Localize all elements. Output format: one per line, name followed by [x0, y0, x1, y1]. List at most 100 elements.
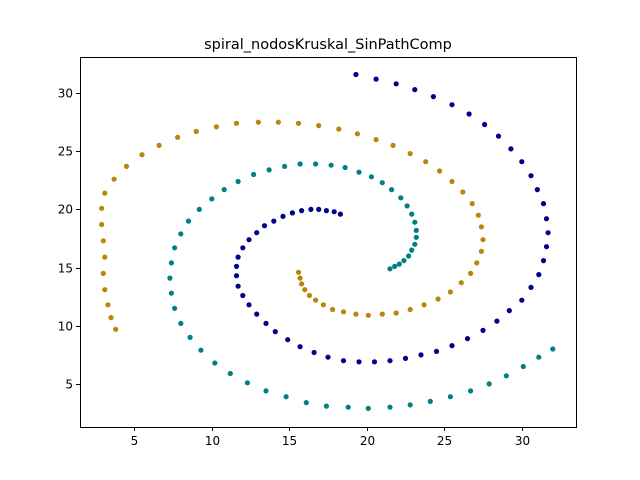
- data-point: [168, 260, 174, 266]
- data-point: [172, 305, 178, 311]
- data-point: [449, 102, 455, 108]
- data-point: [449, 343, 455, 349]
- y-tick-label: 25: [58, 145, 73, 159]
- data-point: [320, 302, 326, 308]
- data-point: [316, 206, 322, 212]
- data-point: [251, 171, 257, 178]
- data-point: [280, 213, 286, 219]
- data-point: [495, 133, 502, 139]
- data-point: [213, 124, 219, 130]
- data-point: [550, 346, 556, 352]
- data-point: [303, 400, 309, 406]
- data-point: [308, 206, 314, 212]
- data-point: [340, 358, 347, 364]
- data-point: [503, 373, 509, 379]
- data-point: [354, 131, 360, 137]
- data-point: [99, 221, 105, 228]
- data-point: [413, 227, 419, 233]
- data-point: [401, 258, 407, 264]
- data-point: [412, 241, 418, 247]
- data-point: [407, 306, 413, 313]
- data-point: [100, 270, 106, 276]
- data-point: [337, 211, 343, 217]
- data-point: [406, 253, 412, 259]
- data-point: [365, 405, 371, 411]
- data-point: [353, 311, 359, 317]
- data-point: [187, 334, 193, 340]
- data-point: [480, 327, 486, 333]
- data-point: [540, 201, 547, 207]
- data-point: [313, 297, 319, 303]
- data-point: [111, 176, 117, 182]
- data-point: [108, 315, 114, 321]
- data-point: [113, 326, 119, 332]
- data-point: [297, 344, 303, 350]
- data-point: [295, 269, 302, 275]
- data-point: [297, 275, 303, 281]
- data-point: [447, 394, 453, 400]
- y-tick-label: 5: [65, 378, 73, 392]
- data-point: [330, 306, 336, 313]
- data-point: [460, 189, 466, 195]
- data-point: [402, 355, 409, 361]
- data-point: [323, 208, 329, 214]
- data-point: [508, 146, 514, 152]
- data-point: [275, 119, 281, 125]
- x-tick-label: 20: [360, 434, 375, 448]
- data-point: [404, 203, 410, 209]
- data-point: [396, 261, 402, 267]
- data-point: [331, 209, 337, 215]
- data-point: [185, 218, 192, 224]
- data-point: [325, 354, 331, 360]
- x-tick-label: 25: [437, 434, 452, 448]
- data-point: [99, 205, 105, 211]
- series-1: [167, 161, 556, 411]
- data-point: [543, 244, 550, 250]
- data-point: [398, 195, 404, 201]
- data-point: [393, 310, 399, 316]
- data-point: [387, 404, 393, 410]
- data-point: [368, 174, 374, 180]
- data-point: [295, 120, 302, 126]
- data-point: [409, 211, 415, 217]
- data-point: [540, 258, 547, 264]
- data-point: [475, 212, 481, 218]
- series-2: [99, 119, 486, 332]
- data-point: [528, 173, 534, 179]
- data-point: [299, 281, 305, 287]
- data-point: [435, 296, 441, 302]
- data-point: [494, 318, 500, 324]
- data-point: [105, 302, 111, 308]
- data-point: [482, 121, 488, 128]
- data-point: [306, 292, 312, 299]
- data-point: [480, 237, 486, 243]
- data-point: [468, 388, 474, 394]
- data-point: [244, 380, 250, 386]
- data-point: [198, 347, 204, 353]
- data-point: [172, 245, 178, 251]
- x-tick-label: 5: [131, 434, 139, 448]
- data-point: [543, 216, 550, 222]
- data-point: [478, 224, 484, 230]
- data-point: [412, 87, 418, 93]
- x-tick-label: 10: [205, 434, 220, 448]
- y-tick-label: 30: [58, 87, 73, 101]
- data-point: [519, 159, 525, 165]
- data-point: [299, 208, 305, 214]
- data-point: [412, 219, 418, 225]
- data-point: [478, 248, 484, 254]
- data-point: [437, 168, 443, 174]
- data-point: [235, 254, 241, 260]
- data-point: [365, 312, 371, 318]
- data-point: [536, 272, 542, 278]
- data-point: [233, 120, 240, 126]
- data-point: [302, 287, 308, 293]
- data-point: [235, 178, 241, 185]
- data-point: [534, 187, 540, 193]
- chart-title: spiral_nodosKruskal_SinPathComp: [204, 37, 452, 53]
- data-point: [282, 163, 288, 169]
- ticks-layer: 5 10 15 20 25 30 5 10 15 20 25 30: [58, 87, 530, 449]
- data-point: [373, 76, 379, 82]
- data-point: [468, 270, 474, 276]
- data-point: [233, 273, 240, 279]
